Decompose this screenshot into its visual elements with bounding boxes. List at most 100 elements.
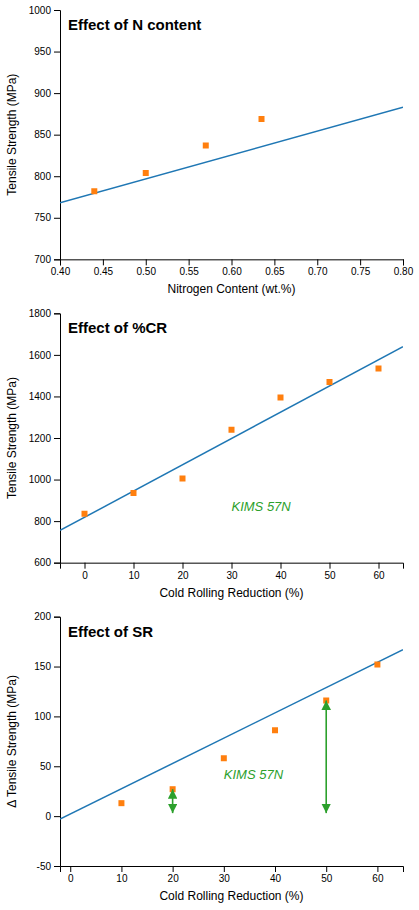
x-tick-label: 10 <box>116 873 128 884</box>
x-tick: 40 <box>275 563 287 581</box>
x-axis-title: Nitrogen Content (wt.%) <box>167 282 295 296</box>
plot-area <box>60 107 403 203</box>
double-arrow <box>172 789 174 813</box>
y-tick-label: 700 <box>34 254 51 265</box>
x-tick: 20 <box>177 563 189 581</box>
y-tick-mark <box>54 438 60 439</box>
x-tick-label: 0.55 <box>179 266 199 277</box>
y-tick-mark <box>54 218 60 219</box>
y-tick-mark <box>54 766 60 767</box>
x-tick-label: 0.75 <box>351 266 371 277</box>
x-tick-mark <box>70 866 71 872</box>
x-tick-mark <box>403 259 404 265</box>
x-tick-mark <box>317 259 318 265</box>
data-point <box>203 142 209 148</box>
y-tick: 200 <box>34 611 60 622</box>
axis-domain <box>54 617 61 866</box>
y-tick-label: 1600 <box>29 350 52 361</box>
x-tick-label: 40 <box>270 873 282 884</box>
data-point <box>91 188 97 194</box>
y-tick: 100 <box>34 711 60 722</box>
data-point <box>118 800 124 806</box>
x-tick-mark <box>146 259 147 265</box>
x-tick-mark <box>326 866 327 872</box>
x-tick-mark <box>121 866 122 872</box>
y-tick-label: 950 <box>34 46 51 57</box>
x-tick: 0 <box>82 563 88 581</box>
x-tick: 0.55 <box>179 259 199 277</box>
y-tick-mark <box>54 396 60 397</box>
x-tick: 0.50 <box>137 259 157 277</box>
x-tick-label: 0.40 <box>51 266 71 277</box>
x-tick-label: 0.60 <box>222 266 242 277</box>
y-tick-label: 600 <box>34 557 51 568</box>
chart-container: 0.400.450.500.550.600.650.700.750.807007… <box>0 0 419 910</box>
x-axis: 0.400.450.500.550.600.650.700.750.80 <box>51 259 414 277</box>
y-tick-label: 1800 <box>29 308 52 319</box>
y-tick: 1200 <box>29 433 60 444</box>
x-axis-title: Cold Rolling Reduction (%) <box>159 889 303 903</box>
y-tick: 800 <box>34 171 60 182</box>
y-tick: 1000 <box>29 474 60 485</box>
y-tick: 600 <box>34 557 60 568</box>
y-tick: 1600 <box>29 350 60 361</box>
y-tick-mark <box>54 816 60 817</box>
y-tick-mark <box>54 480 60 481</box>
x-tick: 0.80 <box>394 259 414 277</box>
data-point <box>229 427 235 433</box>
y-tick-label: 1200 <box>29 433 52 444</box>
x-tick: 20 <box>168 866 180 884</box>
annotation: KIMS 57N <box>224 767 284 782</box>
x-tick-label: 10 <box>128 570 140 581</box>
x-tick-label: 0 <box>82 570 88 581</box>
y-tick-mark <box>54 563 60 564</box>
data-point <box>221 755 227 761</box>
x-tick: 0.40 <box>51 259 71 277</box>
data-point <box>82 511 88 517</box>
y-tick: 950 <box>34 46 60 57</box>
y-tick-label: 1000 <box>29 474 52 485</box>
x-tick: 30 <box>226 563 238 581</box>
x-tick-label: 20 <box>177 570 189 581</box>
y-tick-label: 0 <box>45 811 51 822</box>
x-tick-label: 0 <box>68 873 74 884</box>
x-tick-mark <box>224 866 225 872</box>
y-tick-mark <box>54 52 60 53</box>
x-tick-mark <box>232 563 233 569</box>
x-tick-mark <box>183 563 184 569</box>
y-tick: 0 <box>45 811 60 822</box>
chart-title: Effect of %CR <box>68 319 167 336</box>
y-tick: 1000 <box>29 5 60 16</box>
y-tick-mark <box>54 176 60 177</box>
x-tick-label: 30 <box>226 570 238 581</box>
y-tick: 700 <box>34 254 60 265</box>
x-tick-mark <box>377 866 378 872</box>
x-tick-mark <box>232 259 233 265</box>
x-tick-mark <box>103 259 104 265</box>
y-tick-label: 850 <box>34 129 51 140</box>
x-tick: 0.60 <box>222 259 242 277</box>
x-tick: 0.45 <box>94 259 114 277</box>
double-arrow <box>325 700 327 813</box>
x-tick: 60 <box>372 866 384 884</box>
data-point <box>143 170 149 176</box>
data-point <box>278 394 284 400</box>
x-tick: 0 <box>68 866 74 884</box>
y-tick-mark <box>54 521 60 522</box>
y-axis: 60080010001200140016001800 <box>29 308 61 568</box>
y-axis: 7007508008509009501000 <box>29 5 61 265</box>
x-axis: 0102030405060 <box>61 866 404 884</box>
y-tick: 1800 <box>29 308 60 319</box>
x-tick-label: 0.45 <box>94 266 114 277</box>
y-tick-mark <box>54 259 60 260</box>
x-tick: 30 <box>219 866 231 884</box>
x-tick-label: 0.70 <box>308 266 328 277</box>
y-tick: 150 <box>34 661 60 672</box>
y-tick-mark <box>54 667 60 668</box>
data-point <box>376 365 382 371</box>
x-tick-label: 50 <box>324 570 336 581</box>
y-tick: 750 <box>34 212 60 223</box>
plot-area <box>60 347 403 531</box>
axis-domain <box>61 260 404 266</box>
annotation: KIMS 57N <box>232 499 292 514</box>
